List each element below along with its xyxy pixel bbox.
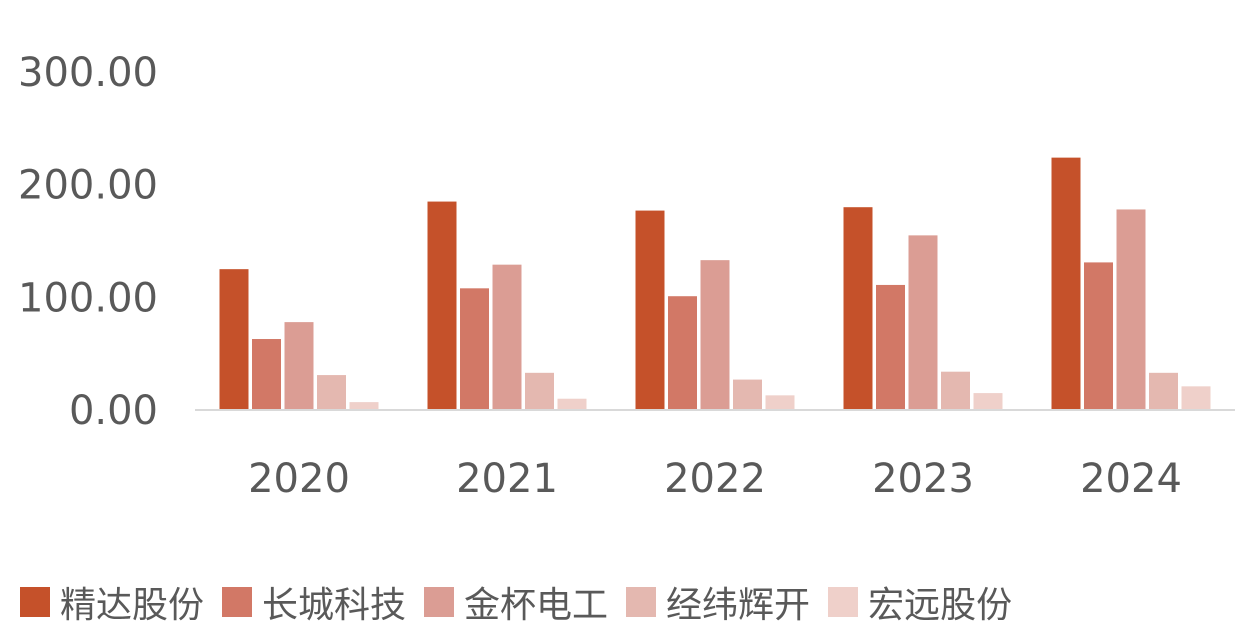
bar-2022-5 [765,395,795,410]
bar-2023-1 [843,207,873,410]
bar-2020-1 [219,269,249,410]
bar-2022-1 [635,210,665,410]
legend-label: 经纬辉开 [666,585,811,626]
legend-swatch [20,587,50,617]
bar-2021-2 [460,288,489,410]
legend-label: 长城科技 [262,585,407,626]
bar-2023-2 [876,284,905,410]
legend-label: 精达股份 [60,585,205,626]
bar-2022-4 [733,379,762,410]
bar-2020-2 [252,339,281,410]
x-tick-label: 2021 [456,456,558,502]
y-tick-label: 200.00 [18,163,158,209]
bar-2022-2 [668,296,697,410]
bar-2020-3 [284,322,314,410]
legend-item: 经纬辉开 [626,576,810,628]
legend-item: 宏远股份 [828,576,1012,628]
y-axis-ticks: 0.00 100.00 200.00 300.00 [18,50,158,434]
legend-item: 长城科技 [222,576,406,628]
bar-2021-1 [427,201,457,410]
bar-2024-3 [1116,209,1146,410]
y-tick-label: 0.00 [69,388,158,434]
y-tick-label: 100.00 [18,275,158,321]
legend: 精达股份 长城科技 金杯电工 经纬辉开 宏远股份 [20,572,1257,632]
legend-swatch [424,587,455,617]
y-tick-label: 300.00 [18,50,158,96]
bar-2020-4 [317,375,346,410]
legend-item: 精达股份 [20,576,204,628]
bar-2023-3 [908,235,938,410]
x-tick-label: 2020 [248,456,350,502]
x-tick-label: 2024 [1080,456,1182,502]
bar-2023-5 [973,393,1003,410]
legend-label: 宏远股份 [868,585,1013,626]
bar-2024-5 [1181,386,1211,410]
bars [219,157,1211,410]
bar-2020-5 [349,402,379,410]
legend-swatch [626,587,657,617]
bar-2022-3 [700,260,730,410]
legend-item: 金杯电工 [424,576,608,628]
x-axis-labels: 2020 2021 2022 2023 2024 [248,456,1182,502]
bar-2024-4 [1149,372,1178,410]
bar-2024-2 [1084,262,1113,410]
legend-swatch [828,587,859,617]
x-tick-label: 2023 [872,456,974,502]
bar-2023-4 [941,371,970,410]
bar-2021-4 [525,372,554,410]
bar-2021-3 [492,264,522,410]
legend-label: 金杯电工 [464,585,609,626]
x-tick-label: 2022 [664,456,766,502]
bar-2021-5 [557,398,587,410]
legend-swatch [222,587,253,617]
bar-2024-1 [1051,157,1081,410]
